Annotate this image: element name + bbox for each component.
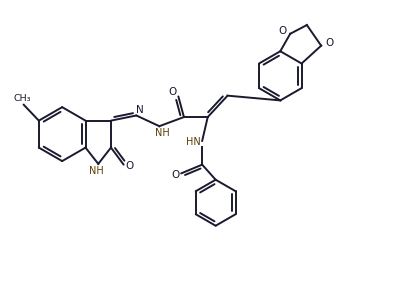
Text: NH: NH [155,128,170,138]
Text: O: O [278,26,287,36]
Text: CH₃: CH₃ [14,94,31,103]
Text: O: O [325,38,333,48]
Text: NH: NH [88,166,103,176]
Text: O: O [169,87,177,97]
Text: N: N [136,105,143,115]
Text: HN: HN [186,137,201,147]
Text: O: O [172,170,180,180]
Text: O: O [125,161,133,171]
